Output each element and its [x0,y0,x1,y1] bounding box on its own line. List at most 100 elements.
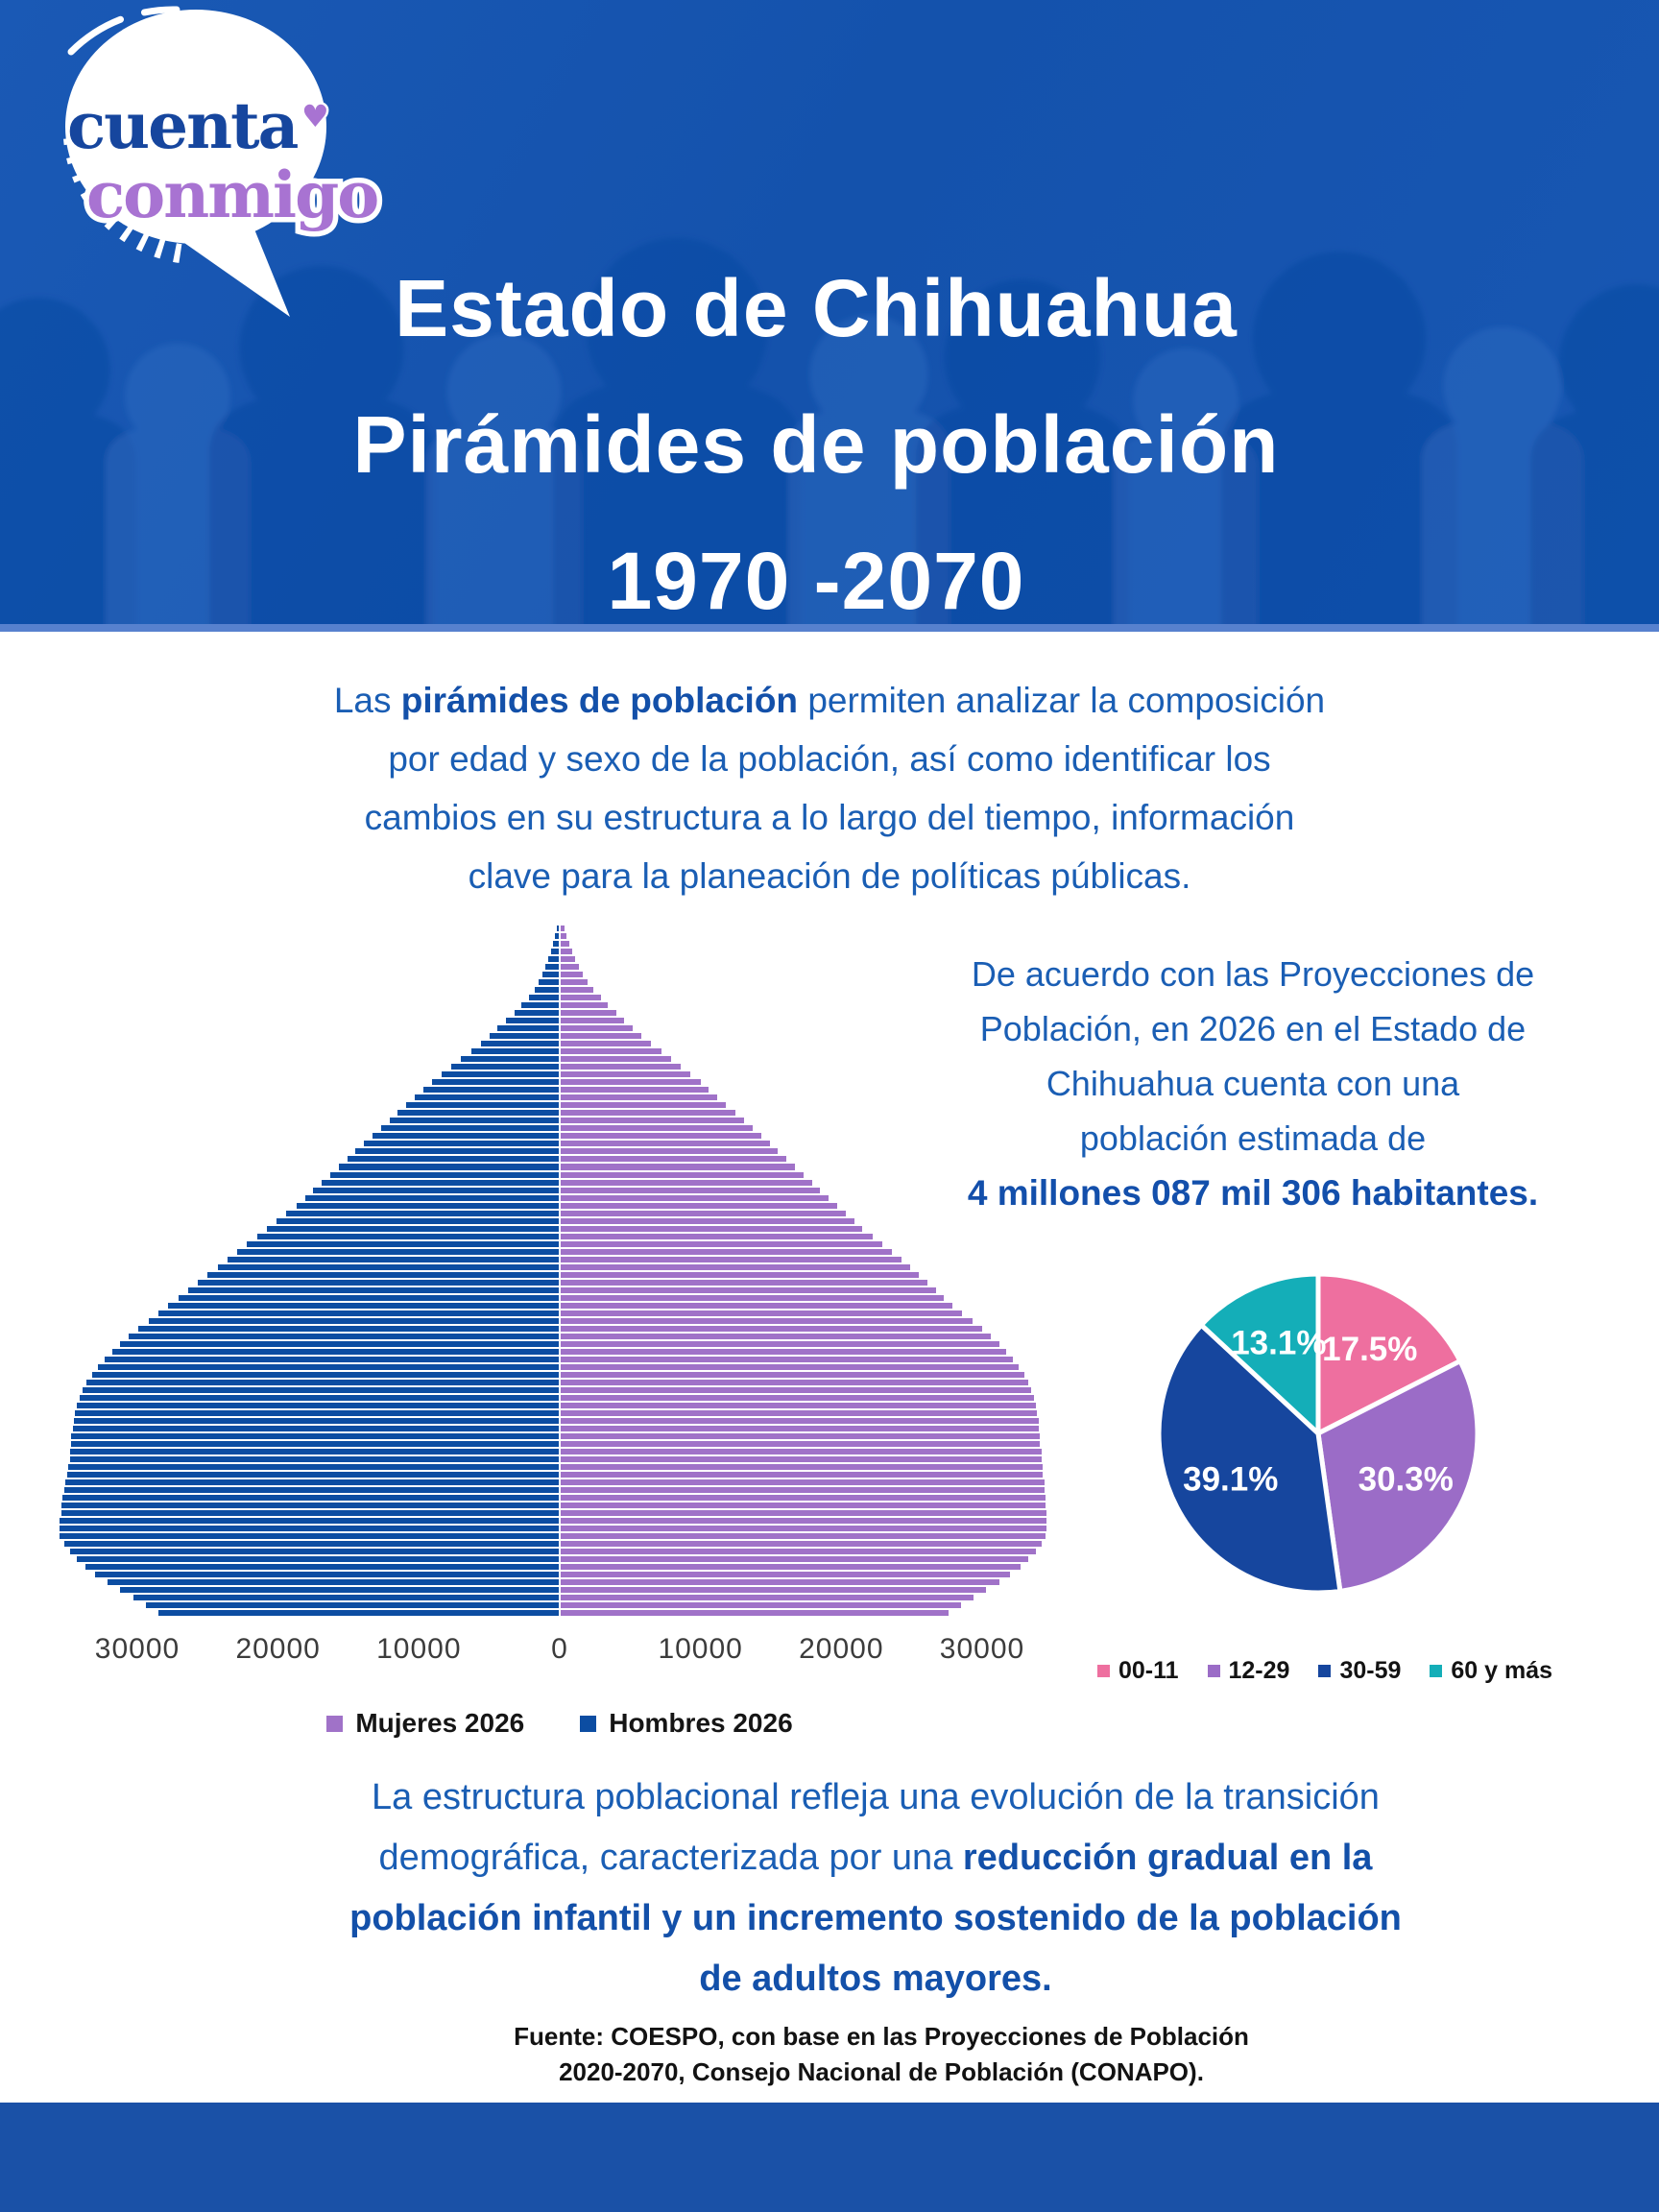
pyramid-bar-row-age-30 [53,1379,1067,1386]
text-line: Pirámides de población [352,399,1280,490]
pie-legend-item: 60 y más [1430,1657,1552,1685]
pyramid-bar-row-age-0 [53,1609,1067,1617]
pyramid-x-axis: 30000 20000 10000 0 10000 20000 30000 [53,1633,1067,1670]
pyramid-bar-row-age-66 [53,1101,1067,1109]
pyramid-bar-row-age-67 [53,1094,1067,1101]
pyramid-bar-row-age-78 [53,1009,1067,1017]
text-line: De acuerdo con las Proyecciones de [971,954,1535,994]
pyramid-bar-row-age-7 [53,1555,1067,1563]
pyramid-bar-row-age-76 [53,1024,1067,1032]
pyramid-bar-row-age-85 [53,955,1067,963]
pyramid-bar-row-age-44 [53,1271,1067,1279]
pyramid-bar-row-age-62 [53,1132,1067,1140]
pyramid-bar-row-age-25 [53,1417,1067,1425]
pyramid-bar-row-age-42 [53,1286,1067,1294]
pyramid-bar-row-age-18 [53,1471,1067,1479]
pyramid-bar-row-age-24 [53,1425,1067,1432]
legend-item: Hombres 2026 [580,1708,793,1739]
pie-legend-item: 00-11 [1096,1657,1179,1685]
text-line: Chihuahua cuenta con una [1046,1064,1460,1103]
pyramid-bar-row-age-86 [53,948,1067,955]
axis-tick-label: 20000 [799,1633,884,1665]
text-line: población estimada de [1079,1118,1427,1158]
text-line: 2020-2070, Consejo Nacional de Población… [559,2057,1204,2086]
logo-dash-arc [67,6,180,56]
pyramid-bar-row-age-21 [53,1448,1067,1455]
text-line: demográfica, caracterizada por una reduc… [378,1838,1373,1878]
pie-slice-60 y más [1198,1271,1321,1436]
pyramid-bar-row-age-37 [53,1325,1067,1333]
pyramid-bar-row-age-73 [53,1047,1067,1055]
pie-slice-30-59 [1156,1322,1343,1596]
pyramid-bar-row-age-36 [53,1333,1067,1340]
text-line: 4 millones 087 mil 306 habitantes. [967,1173,1539,1213]
logo-speech-bubble [65,10,326,244]
logo-bubble-tail [175,215,290,317]
legend-swatch [1207,1665,1220,1677]
pyramid-bar-row-age-59 [53,1155,1067,1163]
text-line: población infantil y un incremento soste… [349,1898,1402,1938]
pie-value-label: 30.3% [1358,1461,1454,1499]
pyramid-bar-row-age-15 [53,1494,1067,1502]
pyramid-bar-row-age-74 [53,1040,1067,1047]
pyramid-bar-row-age-75 [53,1032,1067,1040]
legend-label: 60 y más [1451,1657,1553,1684]
pyramid-bar-row-age-64 [53,1117,1067,1124]
legend-label: Hombres 2026 [609,1708,793,1738]
pyramid-bar-row-age-19 [53,1463,1067,1471]
pie-value-label: 17.5% [1322,1331,1417,1368]
pyramid-bar-row-age-17 [53,1479,1067,1486]
axis-tick-label: 10000 [376,1633,462,1665]
text-line: Población, en 2026 en el Estado de [979,1009,1527,1048]
pyramid-bar-row-age-51 [53,1217,1067,1225]
pyramid-bar-row-age-60 [53,1147,1067,1155]
legend-swatch [1318,1665,1332,1677]
legend-swatch [1430,1665,1443,1677]
legend-item: Mujeres 2026 [326,1708,524,1739]
pyramid-bar-row-age-49 [53,1233,1067,1240]
pyramid-bar-row-age-10 [53,1532,1067,1540]
text-line: Fuente: COESPO, con base en las Proyecci… [514,2022,1249,2051]
axis-tick-label: 10000 [658,1633,743,1665]
pyramid-bar-row-age-46 [53,1256,1067,1263]
pyramid-bar-row-age-8 [53,1548,1067,1555]
population-pyramid-chart [53,925,1067,1618]
legend-label: 12-29 [1228,1657,1290,1684]
pie-slice-00-11 [1315,1271,1463,1436]
pyramid-bar-row-age-3 [53,1586,1067,1594]
pyramid-bar-row-age-32 [53,1363,1067,1371]
axis-tick-label: 20000 [235,1633,321,1665]
pyramid-bar-row-age-79 [53,1001,1067,1009]
legend-label: 30-59 [1339,1657,1402,1684]
closing-paragraph: La estructura poblacional refleja una ev… [127,1767,1624,2009]
text-line: clave para la planeación de políticas pú… [468,856,1191,896]
pyramid-bar-row-age-34 [53,1348,1067,1356]
pie-legend-item: 12-29 [1207,1657,1290,1685]
pyramid-bar-row-age-12 [53,1517,1067,1525]
legend-swatch [580,1715,597,1732]
pyramid-bar-row-age-28 [53,1394,1067,1402]
pyramid-bar-row-age-27 [53,1402,1067,1409]
pyramid-bar-row-age-88 [53,932,1067,940]
legend-swatch [326,1715,344,1732]
pyramid-bar-row-age-22 [53,1440,1067,1448]
pyramid-bar-row-age-70 [53,1070,1067,1078]
pyramid-bar-row-age-26 [53,1409,1067,1417]
pyramid-bar-row-age-83 [53,971,1067,978]
pyramid-bar-row-age-57 [53,1171,1067,1179]
pyramid-bar-row-age-23 [53,1432,1067,1440]
projection-text-block: De acuerdo con las Proyecciones de Poblac… [917,947,1589,1220]
logo-heart-icon: ♥ [301,98,329,134]
cuenta-conmigo-logo: cuenta ♥ conmigo [63,6,385,317]
page-title: Estado de Chihuahua Pirámides de població… [115,240,1517,624]
source-note: Fuente: COESPO, con base en las Proyecci… [248,2019,1515,2090]
pyramid-bar-row-age-55 [53,1187,1067,1194]
legend-label: 00-11 [1118,1657,1179,1684]
axis-tick-label: 0 [551,1633,568,1665]
pyramid-bar-row-age-11 [53,1525,1067,1532]
header-bottom-strip [0,624,1659,632]
pie-value-label: 13.1% [1231,1325,1326,1362]
pyramid-bar-row-age-56 [53,1179,1067,1187]
text-line: La estructura poblacional refleja una ev… [372,1777,1380,1817]
